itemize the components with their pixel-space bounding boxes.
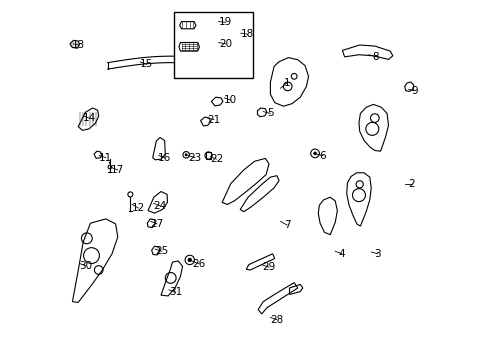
Text: 26: 26 (191, 258, 204, 269)
Text: 18: 18 (240, 29, 253, 39)
Text: 8: 8 (372, 52, 378, 62)
Circle shape (184, 153, 187, 156)
Text: 30: 30 (79, 261, 92, 271)
Text: 17: 17 (111, 165, 124, 175)
Text: 22: 22 (209, 154, 223, 164)
Bar (174, 12, 252, 78)
Text: 31: 31 (168, 287, 182, 297)
Text: 11: 11 (99, 153, 112, 163)
Text: 9: 9 (410, 86, 417, 96)
Text: 24: 24 (153, 201, 166, 211)
Text: 16: 16 (158, 153, 171, 163)
Text: 29: 29 (262, 262, 275, 272)
Text: 21: 21 (207, 114, 220, 125)
Text: 5: 5 (266, 108, 273, 118)
Text: 25: 25 (155, 246, 168, 256)
Text: 4: 4 (338, 249, 345, 259)
Text: 2: 2 (408, 179, 414, 189)
Text: 10: 10 (224, 95, 237, 105)
Circle shape (108, 162, 111, 164)
Text: 6: 6 (319, 150, 325, 161)
Text: 28: 28 (270, 315, 283, 325)
Text: 3: 3 (374, 249, 380, 259)
Text: 12: 12 (131, 203, 144, 213)
Text: 20: 20 (219, 39, 232, 49)
Text: 13: 13 (72, 40, 85, 50)
Text: 7: 7 (283, 220, 290, 230)
Circle shape (313, 152, 316, 155)
Text: 14: 14 (82, 113, 96, 123)
Text: 15: 15 (140, 59, 153, 69)
Text: 23: 23 (188, 153, 201, 163)
Text: 27: 27 (150, 219, 163, 229)
Text: 19: 19 (219, 17, 232, 27)
Circle shape (187, 258, 192, 262)
Text: 1: 1 (283, 78, 290, 88)
